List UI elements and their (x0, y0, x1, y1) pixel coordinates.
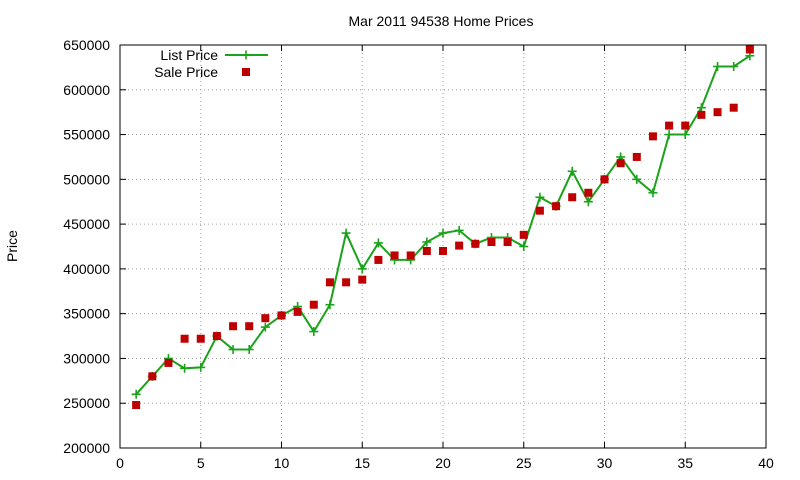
list-price-point (196, 362, 206, 372)
sale-price-point (439, 246, 447, 255)
chart-title: Mar 2011 94538 Home Prices (349, 13, 534, 29)
x-tick-label: 15 (354, 455, 370, 471)
sale-price-point (471, 239, 480, 248)
list-price-point (422, 237, 432, 247)
sale-price-point (406, 251, 415, 260)
sale-price-point (180, 334, 189, 343)
sale-price-point (212, 332, 221, 341)
sale-price-point (277, 311, 286, 320)
legend-plus-sample (241, 50, 251, 60)
list-price-point (438, 228, 448, 238)
list-price-point (341, 228, 351, 238)
sale-price-point (148, 372, 157, 381)
list-price-point (696, 103, 706, 113)
x-tick-label: 5 (197, 455, 205, 471)
sale-price-point (535, 206, 544, 215)
x-tick-label: 20 (435, 455, 451, 471)
list-price-point (713, 61, 723, 71)
y-tick-label: 500000 (63, 171, 110, 187)
y-tick-label: 650000 (63, 37, 110, 53)
sale-price-point (132, 401, 141, 410)
list-price-point (454, 225, 464, 235)
sale-price-point (745, 45, 754, 54)
sale-price-point (697, 110, 706, 119)
sale-price-point (648, 132, 657, 141)
sale-price-point (584, 188, 593, 197)
sale-price-point (681, 121, 690, 130)
list-price-point (519, 242, 529, 251)
list-price-point (632, 174, 642, 184)
sale-price-point (665, 121, 674, 130)
sale-price-point (261, 314, 270, 323)
plot-frame (119, 44, 767, 449)
sale-price-point (519, 230, 528, 239)
list-price-point (535, 192, 545, 202)
sale-price-point (568, 193, 577, 202)
sale-price-point (422, 246, 431, 255)
sale-price-point (164, 358, 173, 367)
sale-price-point (196, 334, 205, 343)
axis-ticks: 0 5 10 15 20 25 30 35 40 200000 250000 300000 350000… (63, 37, 774, 471)
list-price-point (131, 389, 141, 399)
sale-price-point (309, 300, 318, 309)
sale-price-point (616, 159, 625, 168)
legend-label: List Price (160, 47, 218, 63)
sale-price-point (358, 275, 367, 284)
list-price-point (228, 344, 238, 354)
sale-price-point (552, 202, 561, 211)
list-price-point (729, 61, 739, 71)
sale-price-point (245, 322, 254, 331)
legend-square-sample (242, 68, 250, 76)
list-price-point (680, 130, 690, 140)
sale-price-point (374, 255, 383, 264)
y-tick-label: 600000 (63, 82, 110, 98)
sale-price-point (632, 152, 641, 161)
y-tick-label: 200000 (63, 440, 110, 456)
list-price-point (373, 238, 383, 248)
y-tick-label: 300000 (63, 350, 110, 366)
list-price-point (260, 322, 270, 332)
legend-label: Sale Price (154, 64, 218, 80)
list-price-point (648, 188, 658, 198)
y-tick-label: 400000 (63, 261, 110, 277)
sale-price-point (229, 322, 238, 331)
x-tick-label: 10 (274, 455, 290, 471)
y-tick-label: 250000 (63, 395, 110, 411)
y-axis-label: Price (4, 230, 20, 262)
sale-price-point (325, 278, 334, 287)
y-tick-label: 450000 (63, 216, 110, 232)
list-price-point (583, 197, 593, 207)
x-tick-label: 25 (516, 455, 532, 471)
y-tick-label: 350000 (63, 306, 110, 322)
y-tick-label: 550000 (63, 127, 110, 143)
series-1 (132, 45, 754, 410)
sale-price-point (729, 103, 738, 112)
x-tick-label: 40 (758, 455, 774, 471)
list-price-point (567, 166, 577, 176)
sale-price-point (487, 238, 496, 247)
list-price-point (244, 344, 254, 354)
sale-price-point (455, 241, 464, 250)
list-price-point (357, 264, 367, 274)
sale-price-point (390, 251, 399, 260)
data-series (131, 45, 755, 410)
list-price-point (309, 327, 319, 337)
sale-price-point (293, 307, 302, 316)
sale-price-point (600, 175, 609, 184)
x-tick-label: 30 (597, 455, 613, 471)
sale-price-point (342, 278, 351, 287)
x-tick-label: 35 (677, 455, 693, 471)
list-price-point (664, 130, 674, 140)
list-price-point (180, 363, 190, 373)
x-tick-label: 0 (116, 455, 124, 471)
sale-price-point (713, 108, 722, 117)
sale-price-point (503, 238, 512, 247)
list-price-point (325, 300, 335, 310)
